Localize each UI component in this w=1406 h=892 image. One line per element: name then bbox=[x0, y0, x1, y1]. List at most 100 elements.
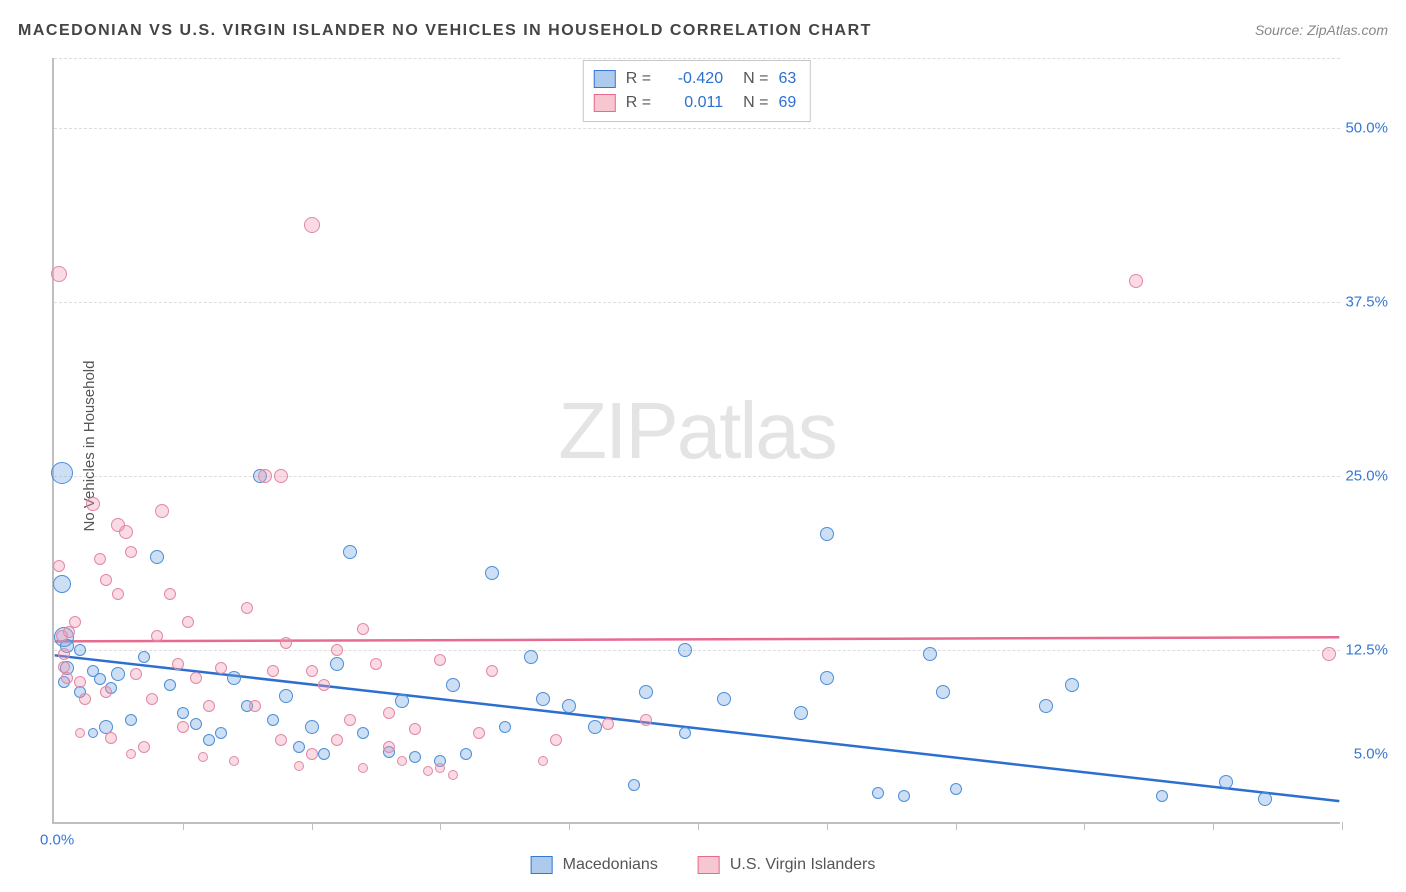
data-point bbox=[460, 748, 472, 760]
gridline bbox=[54, 476, 1340, 477]
data-point bbox=[182, 616, 194, 628]
data-point bbox=[640, 714, 652, 726]
legend-item-2: U.S. Virgin Islanders bbox=[698, 856, 876, 874]
r-label: R = bbox=[626, 67, 651, 91]
data-point bbox=[923, 647, 937, 661]
source-attribution: Source: ZipAtlas.com bbox=[1255, 22, 1388, 38]
x-tick bbox=[956, 822, 957, 830]
data-point bbox=[318, 679, 330, 691]
trend-line bbox=[55, 637, 1340, 641]
data-point bbox=[86, 497, 100, 511]
gridline bbox=[54, 58, 1340, 59]
data-point bbox=[1129, 274, 1143, 288]
data-point bbox=[177, 707, 189, 719]
data-point bbox=[678, 643, 692, 657]
data-point bbox=[306, 665, 318, 677]
data-point bbox=[249, 700, 261, 712]
legend-label-2: U.S. Virgin Islanders bbox=[730, 856, 876, 874]
data-point bbox=[820, 527, 834, 541]
data-point bbox=[343, 545, 357, 559]
data-point bbox=[473, 727, 485, 739]
data-point bbox=[138, 651, 150, 663]
data-point bbox=[94, 673, 106, 685]
data-point bbox=[409, 751, 421, 763]
data-point bbox=[279, 689, 293, 703]
data-point bbox=[53, 560, 65, 572]
n-label: N = bbox=[743, 91, 768, 115]
data-point bbox=[203, 700, 215, 712]
watermark-text-a: ZIP bbox=[558, 386, 676, 475]
legend-label-1: Macedonians bbox=[563, 856, 658, 874]
data-point bbox=[358, 763, 368, 773]
gridline bbox=[54, 128, 1340, 129]
data-point bbox=[344, 714, 356, 726]
data-point bbox=[51, 462, 73, 484]
data-point bbox=[130, 668, 142, 680]
data-point bbox=[105, 732, 117, 744]
data-point bbox=[280, 637, 292, 649]
data-point bbox=[357, 727, 369, 739]
data-point bbox=[275, 734, 287, 746]
gridline bbox=[54, 302, 1340, 303]
watermark-text-b: atlas bbox=[677, 386, 836, 475]
data-point bbox=[164, 588, 176, 600]
data-point bbox=[74, 676, 86, 688]
watermark: ZIPatlas bbox=[558, 385, 835, 477]
data-point bbox=[215, 662, 227, 674]
n-value-2: 69 bbox=[778, 91, 796, 115]
x-tick bbox=[1342, 822, 1343, 830]
data-point bbox=[61, 672, 73, 684]
data-point bbox=[588, 720, 602, 734]
bottom-legend: Macedonians U.S. Virgin Islanders bbox=[531, 856, 876, 874]
gridline bbox=[54, 650, 1340, 651]
data-point bbox=[267, 665, 279, 677]
data-point bbox=[423, 766, 433, 776]
y-tick-label-right: 50.0% bbox=[1345, 119, 1388, 136]
swatch-blue-icon bbox=[594, 70, 616, 88]
r-value-1: -0.420 bbox=[661, 67, 723, 91]
data-point bbox=[1156, 790, 1168, 802]
data-point bbox=[53, 575, 71, 593]
data-point bbox=[304, 217, 320, 233]
data-point bbox=[536, 692, 550, 706]
x-tick bbox=[183, 822, 184, 830]
x-tick bbox=[1084, 822, 1085, 830]
data-point bbox=[177, 721, 189, 733]
y-tick-label-left: 0.0% bbox=[40, 832, 74, 849]
data-point bbox=[112, 588, 124, 600]
data-point bbox=[69, 616, 81, 628]
swatch-blue-icon bbox=[531, 856, 553, 874]
y-tick-label-right: 25.0% bbox=[1345, 467, 1388, 484]
plot-area: ZIPatlas R = -0.420 N = 63 R = 0.011 N =… bbox=[52, 58, 1340, 824]
stats-row-1: R = -0.420 N = 63 bbox=[594, 67, 796, 91]
data-point bbox=[717, 692, 731, 706]
data-point bbox=[794, 706, 808, 720]
data-point bbox=[639, 685, 653, 699]
x-tick bbox=[312, 822, 313, 830]
stats-legend-box: R = -0.420 N = 63 R = 0.011 N = 69 bbox=[583, 60, 811, 122]
data-point bbox=[88, 728, 98, 738]
data-point bbox=[79, 693, 91, 705]
data-point bbox=[1322, 647, 1336, 661]
y-tick-label-right: 37.5% bbox=[1345, 293, 1388, 310]
data-point bbox=[111, 667, 125, 681]
data-point bbox=[146, 693, 158, 705]
chart-title: MACEDONIAN VS U.S. VIRGIN ISLANDER NO VE… bbox=[18, 22, 872, 40]
data-point bbox=[383, 741, 395, 753]
swatch-pink-icon bbox=[698, 856, 720, 874]
data-point bbox=[383, 707, 395, 719]
legend-item-1: Macedonians bbox=[531, 856, 658, 874]
data-point bbox=[51, 266, 67, 282]
data-point bbox=[267, 714, 279, 726]
n-value-1: 63 bbox=[778, 67, 796, 91]
data-point bbox=[305, 720, 319, 734]
data-point bbox=[331, 734, 343, 746]
x-tick bbox=[1213, 822, 1214, 830]
x-tick bbox=[440, 822, 441, 830]
data-point bbox=[435, 763, 445, 773]
data-point bbox=[898, 790, 910, 802]
y-tick-label-right: 12.5% bbox=[1345, 641, 1388, 658]
data-point bbox=[125, 714, 137, 726]
data-point bbox=[395, 694, 409, 708]
data-point bbox=[119, 525, 133, 539]
